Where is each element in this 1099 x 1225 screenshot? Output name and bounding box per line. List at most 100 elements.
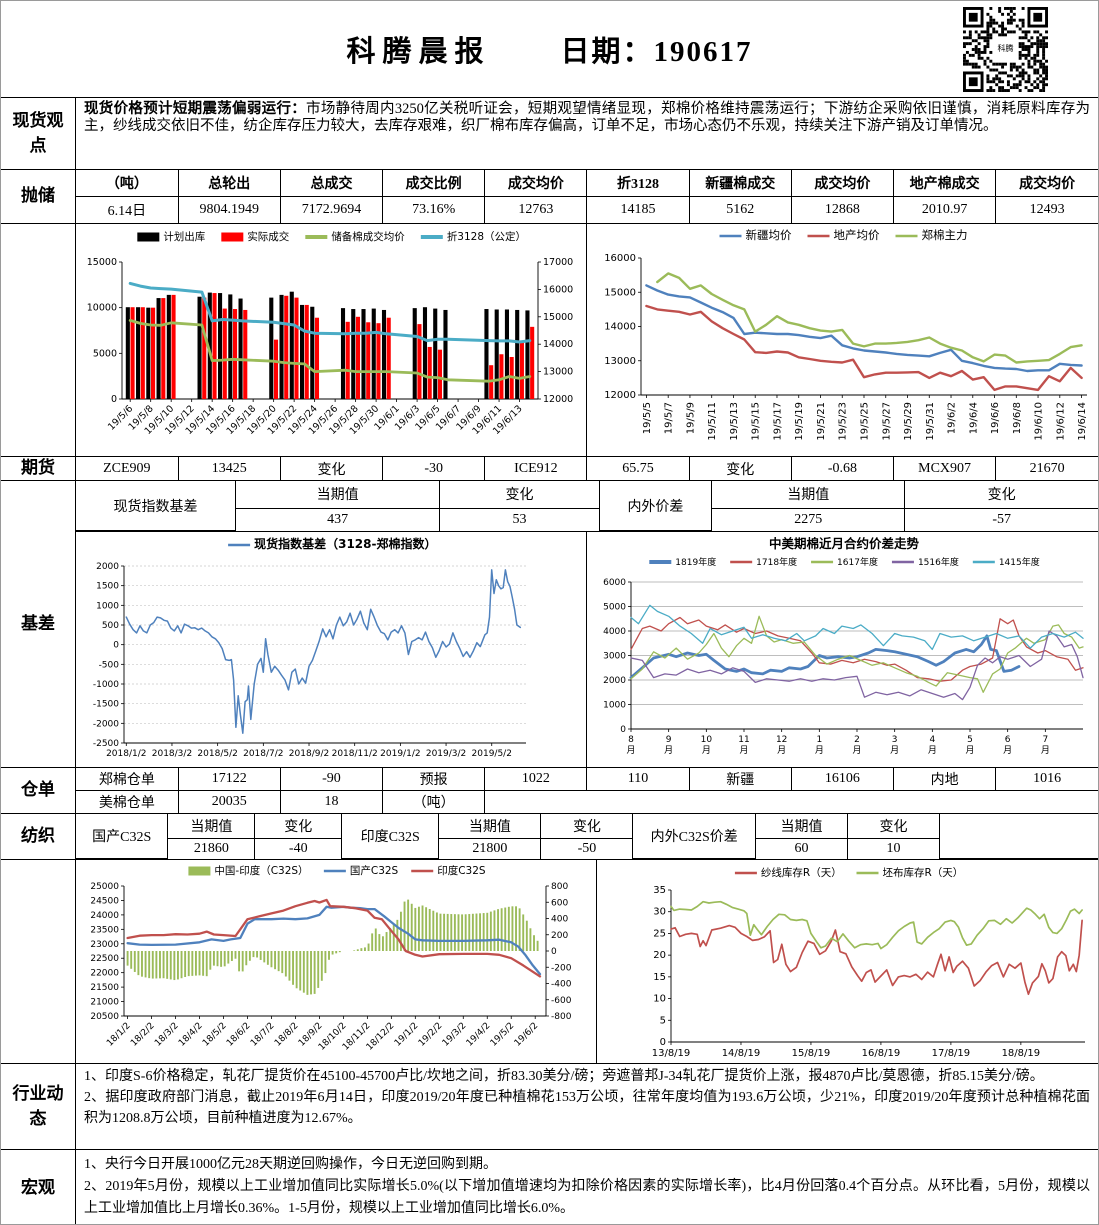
svg-text:25: 25 <box>653 928 666 939</box>
svg-text:600: 600 <box>551 898 568 908</box>
svg-text:1718年度: 1718年度 <box>756 556 797 568</box>
svg-text:23500: 23500 <box>90 925 119 935</box>
section-label-basis: 基差 <box>1 481 76 767</box>
reserve-value-cell: 12763 <box>484 196 588 223</box>
svg-text:1516年度: 1516年度 <box>918 556 959 568</box>
basis-change-label: 变化 <box>439 481 600 509</box>
svg-text:19/6/14: 19/6/14 <box>1077 402 1088 441</box>
svg-text:2018/1/2: 2018/1/2 <box>106 749 146 759</box>
basis-group1-current: 437 <box>235 507 441 531</box>
svg-text:200: 200 <box>551 931 568 941</box>
svg-text:14000: 14000 <box>604 322 636 333</box>
reserve-header-row: （吨） 总轮出 总成交 成交比例 成交均价 折3128 新疆棉成交 成交均价 地… <box>76 170 1098 197</box>
section-industry: 行业动态 1、印度S-6价格稳定，轧花厂提货价在45100-45700卢比/坎地… <box>1 1063 1098 1149</box>
svg-text:19/5/31: 19/5/31 <box>925 402 936 441</box>
basis-group2-change: -57 <box>904 507 1098 531</box>
warehouse-cell: 20035 <box>177 790 281 813</box>
svg-text:18/8/2: 18/8/2 <box>273 1021 301 1049</box>
svg-text:19/5/17: 19/5/17 <box>772 402 783 441</box>
svg-text:5: 5 <box>660 1015 666 1026</box>
warehouse-cell: 1016 <box>995 768 1098 791</box>
svg-text:800: 800 <box>551 882 568 892</box>
svg-text:19/2/2: 19/2/2 <box>417 1021 445 1049</box>
svg-text:12月: 12 月 <box>776 735 787 756</box>
svg-text:0: 0 <box>551 947 557 957</box>
svg-text:4月: 4月 <box>928 735 937 756</box>
section-macro: 宏观 1、央行今日开展1000亿元28天期逆回购操作，今日无逆回购到期。 2、2… <box>1 1149 1098 1224</box>
warehouse-cell: -90 <box>279 768 384 791</box>
textile-current-label: 当期值 <box>755 814 849 840</box>
svg-text:中国-印度（C32S）: 中国-印度（C32S） <box>214 864 308 877</box>
svg-text:-1500: -1500 <box>93 700 119 710</box>
textile-domestic-label: 国产C32S <box>76 814 169 859</box>
industry-news-item: 2、据印度政府部门消息，截止2019年6月14日，印度2019/20年度已种植棉… <box>84 1090 1090 1126</box>
reserve-value-cell: 12868 <box>790 196 895 223</box>
chart-c32s-prices: 20500 21000 21500 22000 22500 23000 23500 24000… <box>76 860 596 1063</box>
warehouse-cell: 美棉仓单 <box>76 790 179 813</box>
warehouse-cell: 预报 <box>382 768 486 791</box>
svg-text:22500: 22500 <box>90 954 119 964</box>
section-spot: 现货观点 现货价格预计短期震荡偏弱运行：市场静待周内3250亿关税听证会，短期观… <box>1 97 1098 169</box>
warehouse-row-us: 美棉仓单 20035 18 （吨） <box>76 790 1098 813</box>
svg-text:18/7/2: 18/7/2 <box>249 1021 277 1049</box>
basis-value-row: 437 53 2275 -57 <box>76 507 1098 531</box>
svg-text:5月: 5月 <box>965 735 974 756</box>
svg-text:13/8/19: 13/8/19 <box>652 1048 691 1059</box>
svg-text:现货指数基差（3128-郑棉指数）: 现货指数基差（3128-郑棉指数） <box>254 536 436 551</box>
section-label-warehouse: 仓单 <box>1 768 76 813</box>
svg-text:国产C32S: 国产C32S <box>350 864 399 877</box>
warehouse-cell: 内地 <box>892 768 997 791</box>
svg-text:19/5/2: 19/5/2 <box>489 1021 517 1049</box>
reserve-header-cell: 地产棉成交 <box>892 170 997 197</box>
textile-spread-current: 60 <box>755 838 849 859</box>
svg-text:19/6/6: 19/6/6 <box>990 402 1001 434</box>
svg-text:21000: 21000 <box>90 998 119 1008</box>
reserve-value-cell: 6.14日 <box>76 196 179 223</box>
textile-india-label: 印度C32S <box>341 814 440 859</box>
macro-news: 1、央行今日开展1000亿元28天期逆回购操作，今日无逆回购到期。 2、2019… <box>76 1150 1098 1224</box>
svg-text:2018/3/2: 2018/3/2 <box>152 749 192 759</box>
svg-text:新疆均价: 新疆均价 <box>746 228 792 242</box>
svg-text:1000: 1000 <box>603 701 626 711</box>
section-basis: 基差 现货指数基差 当期值 变化 内外价差 当期值 变化 437 53 2275… <box>1 480 1098 768</box>
svg-text:-1000: -1000 <box>93 680 119 690</box>
futures-cell: 变化 <box>688 457 792 480</box>
macro-news-item: 2、2019年5月份，规模以上工业增加值同比实际增长5.0%(以下增加值增速均为… <box>84 1179 1090 1216</box>
reserve-header-cell: （吨） <box>76 170 179 197</box>
svg-text:19/5/27: 19/5/27 <box>881 402 892 441</box>
svg-text:2000: 2000 <box>603 676 626 686</box>
svg-text:24000: 24000 <box>90 911 119 921</box>
warehouse-cell: 18 <box>279 790 384 813</box>
svg-text:10: 10 <box>653 994 666 1005</box>
svg-text:19/5/13: 19/5/13 <box>729 402 740 441</box>
svg-text:20: 20 <box>653 950 666 961</box>
reserve-value-cell: 9804.1949 <box>177 196 281 223</box>
svg-text:23000: 23000 <box>90 940 119 950</box>
section-label-reserve: 抛储 <box>1 170 76 223</box>
futures-cell: 65.75 <box>586 457 690 480</box>
svg-text:纱线库存R（天）: 纱线库存R（天） <box>761 866 842 879</box>
svg-text:2018/5/2: 2018/5/2 <box>197 749 237 759</box>
page-title: 科腾晨报 <box>346 36 491 68</box>
svg-text:21500: 21500 <box>90 983 119 993</box>
textile-current-label: 当期值 <box>438 814 542 840</box>
basis-group2-current: 2275 <box>711 507 906 531</box>
svg-text:实际成交: 实际成交 <box>247 230 289 243</box>
warehouse-cell: 16106 <box>790 768 895 791</box>
svg-text:18/8/19: 18/8/19 <box>1002 1048 1041 1059</box>
section-textile: 纺织 国产C32S 当期值 变化 印度C32S 当期值 变化 内外C32S价差 … <box>1 813 1098 859</box>
svg-text:中美期棉近月合约价差走势: 中美期棉近月合约价差走势 <box>769 536 920 551</box>
textile-spread-label: 内外C32S价差 <box>632 814 757 859</box>
svg-text:19/1/2: 19/1/2 <box>393 1021 421 1049</box>
svg-text:8月: 8月 <box>626 735 635 756</box>
svg-text:15: 15 <box>653 972 666 983</box>
svg-text:10000: 10000 <box>87 303 117 314</box>
qr-code: 科腾 <box>963 7 1048 92</box>
svg-text:19/5/21: 19/5/21 <box>816 402 827 441</box>
svg-text:14000: 14000 <box>543 339 573 350</box>
svg-text:18/4/2: 18/4/2 <box>177 1021 205 1049</box>
reserve-value-cell: 12493 <box>995 196 1098 223</box>
svg-text:19/5/25: 19/5/25 <box>860 402 871 441</box>
section-textile-charts: 20500 21000 21500 22000 22500 23000 23500 24000… <box>1 859 1098 1063</box>
